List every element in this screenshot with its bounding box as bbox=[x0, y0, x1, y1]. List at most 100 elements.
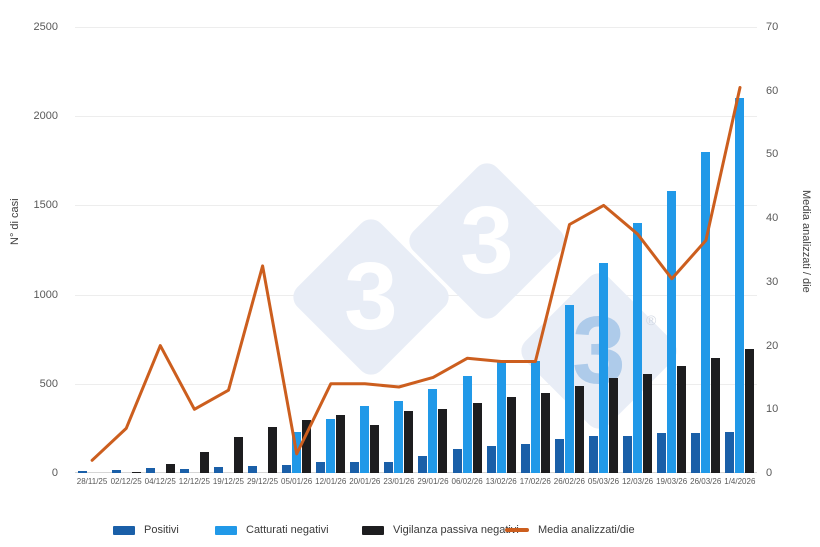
bar-positivi bbox=[691, 432, 701, 473]
bar-group bbox=[348, 27, 382, 473]
right-axis-tick-label: 0 bbox=[766, 467, 773, 479]
legend-label: Catturati negativi bbox=[246, 524, 329, 536]
x-axis-label: 23/01/26 bbox=[383, 477, 415, 486]
bar-vigilanza-passiva-negativi bbox=[302, 420, 312, 473]
right-axis-tick-label: 20 bbox=[766, 339, 779, 352]
bar-positivi bbox=[77, 471, 87, 473]
x-axis-label: 1/4/2026 bbox=[724, 477, 756, 486]
legend-label: Media analizzati/die bbox=[538, 524, 635, 536]
bar-vigilanza-passiva-negativi bbox=[268, 426, 278, 473]
left-axis-tick-label: 0 bbox=[51, 467, 58, 479]
right-axis-tick-label: 50 bbox=[766, 148, 779, 161]
bar-vigilanza-passiva-negativi bbox=[370, 424, 380, 473]
legend-swatch-icon bbox=[505, 528, 529, 532]
bar-vigilanza-passiva-negativi bbox=[472, 403, 482, 473]
right-axis-tick-label: 10 bbox=[766, 403, 779, 416]
x-axis-label: 26/02/26 bbox=[553, 477, 585, 486]
left-axis-tick-label: 500 bbox=[39, 377, 58, 390]
bar-catturati-negativi bbox=[598, 262, 608, 473]
x-axis-label: 05/01/26 bbox=[281, 477, 313, 486]
legend-item-media-analizzati-die: Media analizzati/die bbox=[505, 522, 635, 538]
legend-label: Positivi bbox=[144, 524, 179, 536]
bar-catturati-negativi bbox=[496, 361, 506, 473]
right-axis-tick-label: 30 bbox=[766, 275, 779, 288]
bar-positivi bbox=[248, 466, 258, 473]
bar-positivi bbox=[145, 468, 155, 473]
bar-vigilanza-passiva-negativi bbox=[540, 392, 550, 473]
bar-positivi bbox=[213, 466, 223, 473]
x-axis-label: 17/02/26 bbox=[519, 477, 551, 486]
bar-positivi bbox=[384, 461, 394, 473]
bar-group bbox=[75, 27, 109, 473]
x-axis-label: 29/01/26 bbox=[417, 477, 449, 486]
legend-swatch-icon bbox=[362, 525, 384, 535]
x-axis-label: 20/01/26 bbox=[349, 477, 381, 486]
x-axis-label: 19/03/26 bbox=[656, 477, 688, 486]
bar-positivi bbox=[282, 464, 292, 473]
bar-catturati-negativi bbox=[326, 418, 336, 473]
x-axis-label: 28/11/25 bbox=[76, 477, 108, 486]
bar-group bbox=[586, 27, 620, 473]
bar-group bbox=[314, 27, 348, 473]
media-analizzati-line bbox=[90, 86, 742, 462]
x-axis-label: 26/03/26 bbox=[690, 477, 722, 486]
x-axis-label: 12/12/25 bbox=[178, 477, 210, 486]
bar-positivi bbox=[520, 444, 530, 473]
bar-vigilanza-passiva-negativi bbox=[745, 349, 755, 473]
legend-item-vigilanza-passiva-negativi: Vigilanza passiva negativi bbox=[362, 522, 519, 538]
bar-vigilanza-passiva-negativi bbox=[165, 464, 175, 473]
x-axis-label: 12/01/26 bbox=[315, 477, 347, 486]
bar-positivi bbox=[725, 431, 735, 473]
bar-vigilanza-passiva-negativi bbox=[506, 397, 516, 473]
bar-catturati-negativi bbox=[735, 98, 745, 473]
right-axis-tick-label: 40 bbox=[766, 212, 779, 225]
bar-catturati-negativi bbox=[564, 305, 574, 473]
bar-positivi bbox=[316, 462, 326, 473]
bar-positivi bbox=[657, 432, 667, 473]
bar-group bbox=[245, 27, 279, 473]
media-analizzati-polyline bbox=[90, 86, 742, 462]
bar-positivi bbox=[452, 448, 462, 473]
left-axis-tick-label: 1500 bbox=[33, 199, 58, 212]
legend-item-positivi: Positivi bbox=[113, 522, 179, 538]
bar-group bbox=[723, 27, 757, 473]
bar-group bbox=[382, 27, 416, 473]
bar-group bbox=[655, 27, 689, 473]
gridline bbox=[75, 27, 757, 28]
bar-group bbox=[143, 27, 177, 473]
right-axis-tick-label: 70 bbox=[766, 21, 779, 33]
bar-positivi bbox=[179, 468, 189, 473]
x-axis-label: 29/12/25 bbox=[246, 477, 279, 486]
bar-vigilanza-passiva-negativi bbox=[233, 437, 243, 473]
bar-positivi bbox=[486, 446, 496, 473]
legend-label: Vigilanza passiva negativi bbox=[393, 524, 519, 536]
bar-positivi bbox=[588, 435, 598, 473]
bar-group bbox=[552, 27, 586, 473]
registered-trademark-icon: ® bbox=[646, 312, 657, 328]
bar-group bbox=[689, 27, 723, 473]
bar-catturati-negativi bbox=[462, 375, 472, 473]
bar-group bbox=[177, 27, 211, 473]
left-axis-tick-label: 1000 bbox=[33, 288, 58, 301]
gridline bbox=[75, 116, 757, 118]
left-axis-tick-label: 2000 bbox=[33, 110, 58, 123]
x-axis-label: 04/12/25 bbox=[144, 477, 176, 486]
bar-positivi bbox=[418, 456, 428, 473]
x-axis-line bbox=[75, 472, 757, 473]
plot-area bbox=[75, 27, 757, 473]
bar-vigilanza-passiva-negativi bbox=[574, 385, 584, 473]
legend-swatch-icon bbox=[113, 525, 135, 535]
bar-vigilanza-passiva-negativi bbox=[677, 365, 687, 473]
bar-positivi bbox=[111, 470, 121, 473]
x-axis-label: 19/12/25 bbox=[212, 477, 244, 486]
legend-item-catturati-negativi: Catturati negativi bbox=[215, 522, 329, 538]
x-axis-label: 06/02/26 bbox=[451, 477, 483, 486]
bar-catturati-negativi bbox=[360, 406, 370, 473]
bar-positivi bbox=[623, 435, 633, 473]
left-axis-tick-label: 2500 bbox=[33, 21, 58, 33]
bar-group bbox=[450, 27, 484, 473]
bar-catturati-negativi bbox=[530, 360, 540, 473]
bar-catturati-negativi bbox=[701, 151, 711, 473]
bar-catturati-negativi bbox=[667, 191, 677, 473]
